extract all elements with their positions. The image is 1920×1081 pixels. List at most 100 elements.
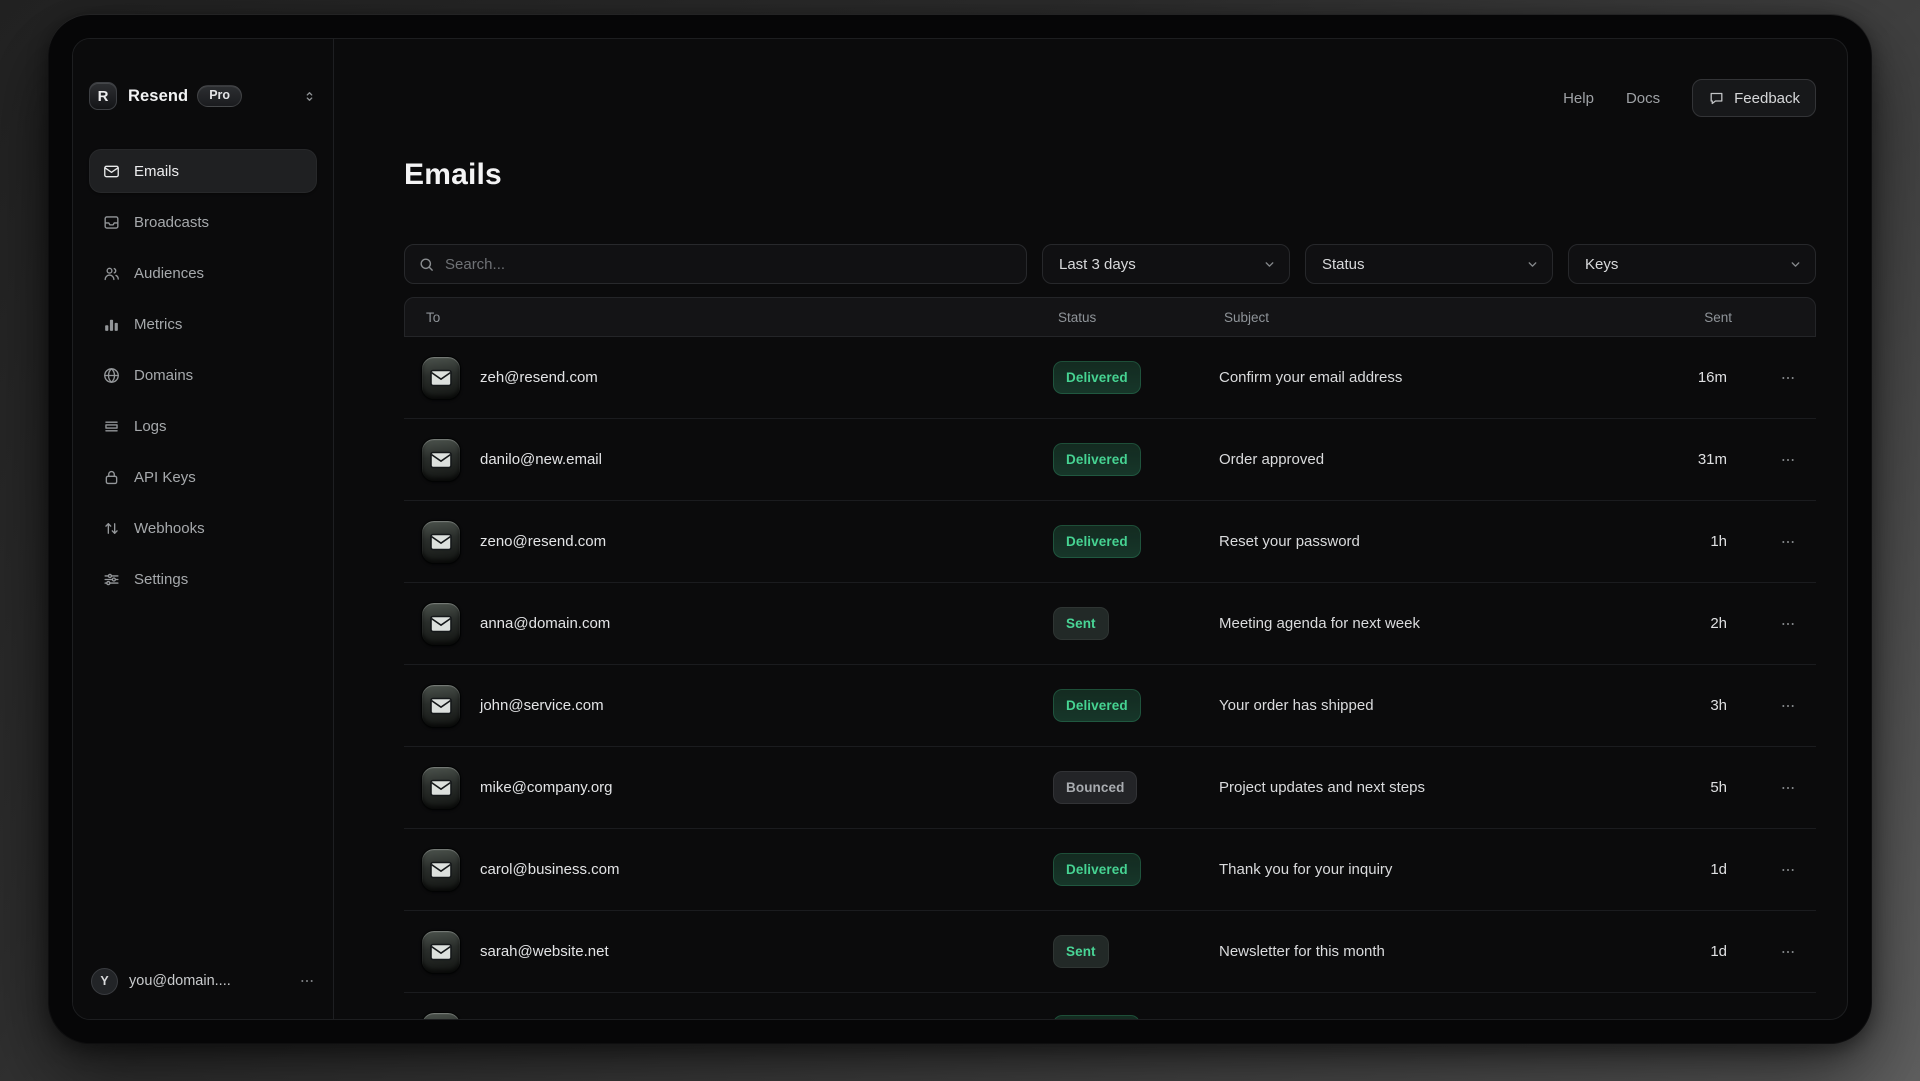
feedback-label: Feedback <box>1734 89 1800 107</box>
table-row[interactable]: danilo@new.email Delivered Order approve… <box>404 419 1816 501</box>
feedback-button[interactable]: Feedback <box>1692 79 1816 117</box>
envelope-icon <box>421 1011 461 1019</box>
email-subject: Reset your password <box>1219 533 1360 550</box>
email-subject: Confirm your email address <box>1219 369 1403 386</box>
status-badge: Delivered <box>1053 442 1141 477</box>
workspace-switcher[interactable]: R Resend Pro <box>89 81 317 111</box>
sidebar-item-label: Settings <box>134 570 189 588</box>
table-row[interactable]: carol@business.com Delivered Thank you f… <box>404 829 1816 911</box>
table-row[interactable]: mike@company.org Bounced Project updates… <box>404 747 1816 829</box>
brand-name: Resend <box>128 86 189 105</box>
app-window: R Resend Pro Emails Broadcasts <box>48 14 1872 1044</box>
sidebar-item-label: Webhooks <box>134 519 205 537</box>
table-row[interactable]: anna@domain.com Sent Meeting agenda for … <box>404 583 1816 665</box>
row-actions-button[interactable] <box>1774 774 1802 802</box>
page-title: Emails <box>404 158 502 191</box>
table-row[interactable] <box>404 993 1816 1019</box>
user-menu[interactable]: Y you@domain.... <box>89 965 317 997</box>
sidebar-item-label: Emails <box>134 162 180 180</box>
envelope-icon <box>421 929 461 974</box>
status-value: Status <box>1322 255 1365 273</box>
resend-logo: R <box>89 82 117 110</box>
recipient-email: carol@business.com <box>480 861 620 878</box>
row-actions-button[interactable] <box>1774 692 1802 720</box>
sent-time: 16m <box>1697 369 1727 386</box>
column-header-subject: Subject <box>1224 309 1270 325</box>
email-subject: Project updates and next steps <box>1219 779 1425 796</box>
sidebar-item-logs[interactable]: Logs <box>89 404 317 448</box>
row-actions-button[interactable] <box>1774 528 1802 556</box>
recipient-email: zeh@resend.com <box>480 369 598 386</box>
status-select[interactable]: Status <box>1305 244 1553 284</box>
row-actions-button[interactable] <box>1774 364 1802 392</box>
row-actions-button[interactable] <box>1774 856 1802 884</box>
sent-time: 1d <box>1710 943 1727 960</box>
table-row[interactable]: zeh@resend.com Delivered Confirm your em… <box>404 337 1816 419</box>
keys-select[interactable]: Keys <box>1568 244 1816 284</box>
sidebar-item-audiences[interactable]: Audiences <box>89 251 317 295</box>
sidebar-item-label: Broadcasts <box>134 213 210 231</box>
status-badge: Delivered <box>1053 360 1141 395</box>
table-header: To Status Subject Sent <box>404 297 1816 337</box>
inbox-icon <box>102 213 121 232</box>
table-row[interactable]: john@service.com Delivered Your order ha… <box>404 665 1816 747</box>
email-subject: Thank you for your inquiry <box>1219 861 1393 878</box>
sidebar-item-label: Audiences <box>134 264 205 282</box>
sidebar-item-metrics[interactable]: Metrics <box>89 302 317 346</box>
arrows-up-down-icon <box>102 519 121 538</box>
status-badge: Bounced <box>1053 770 1138 805</box>
sidebar-item-api-keys[interactable]: API Keys <box>89 455 317 499</box>
row-actions-button[interactable] <box>1774 610 1802 638</box>
chevron-down-icon <box>1526 258 1539 271</box>
rows-icon <box>102 417 121 436</box>
sidebar-item-label: API Keys <box>134 468 196 486</box>
sidebar-item-emails[interactable]: Emails <box>89 149 317 193</box>
table-row[interactable]: zeno@resend.com Delivered Reset your pas… <box>404 501 1816 583</box>
sent-time: 5h <box>1710 779 1727 796</box>
status-badge: Delivered <box>1053 852 1141 887</box>
column-header-sent: Sent <box>1704 309 1732 325</box>
status-badge: Delivered <box>1053 524 1141 559</box>
sent-time: 1d <box>1710 861 1727 878</box>
recipient-email: john@service.com <box>480 697 604 714</box>
date-range-value: Last 3 days <box>1059 255 1136 273</box>
bar-chart-icon <box>102 315 121 334</box>
envelope-icon <box>421 765 461 810</box>
sent-time: 2h <box>1710 615 1727 632</box>
recipient-email: danilo@new.email <box>480 451 602 468</box>
date-range-select[interactable]: Last 3 days <box>1042 244 1290 284</box>
row-actions-button[interactable] <box>1774 446 1802 474</box>
status-badge <box>1053 1014 1140 1019</box>
ellipsis-icon <box>299 973 315 989</box>
emails-table: To Status Subject Sent zeh@resend.com De… <box>404 297 1816 1019</box>
status-badge: Sent <box>1053 934 1109 969</box>
lock-icon <box>102 468 121 487</box>
search-input[interactable] <box>445 255 1013 273</box>
email-subject: Newsletter for this month <box>1219 943 1385 960</box>
chevron-up-down-icon <box>302 89 317 104</box>
envelope-icon <box>421 847 461 892</box>
search-icon <box>418 256 435 273</box>
app-surface: R Resend Pro Emails Broadcasts <box>72 38 1848 1020</box>
row-actions-button[interactable] <box>1774 938 1802 966</box>
envelope-icon <box>102 162 121 181</box>
sidebar-item-webhooks[interactable]: Webhooks <box>89 506 317 550</box>
sidebar-item-domains[interactable]: Domains <box>89 353 317 397</box>
email-subject: Meeting agenda for next week <box>1219 615 1420 632</box>
sliders-icon <box>102 570 121 589</box>
sidebar-item-settings[interactable]: Settings <box>89 557 317 601</box>
sidebar-item-broadcasts[interactable]: Broadcasts <box>89 200 317 244</box>
feedback-chat-icon <box>1708 90 1725 107</box>
table-row[interactable]: sarah@website.net Sent Newsletter for th… <box>404 911 1816 993</box>
docs-link[interactable]: Docs <box>1625 89 1661 107</box>
recipient-email: zeno@resend.com <box>480 533 607 550</box>
sidebar-item-label: Domains <box>134 366 194 384</box>
sent-time: 31m <box>1697 451 1727 468</box>
recipient-email: anna@domain.com <box>480 615 611 632</box>
help-link[interactable]: Help <box>1563 89 1594 107</box>
topbar: Help Docs Feedback <box>404 79 1816 117</box>
recipient-email: sarah@website.net <box>480 943 609 960</box>
chevron-down-icon <box>1263 258 1276 271</box>
envelope-icon <box>421 601 461 646</box>
